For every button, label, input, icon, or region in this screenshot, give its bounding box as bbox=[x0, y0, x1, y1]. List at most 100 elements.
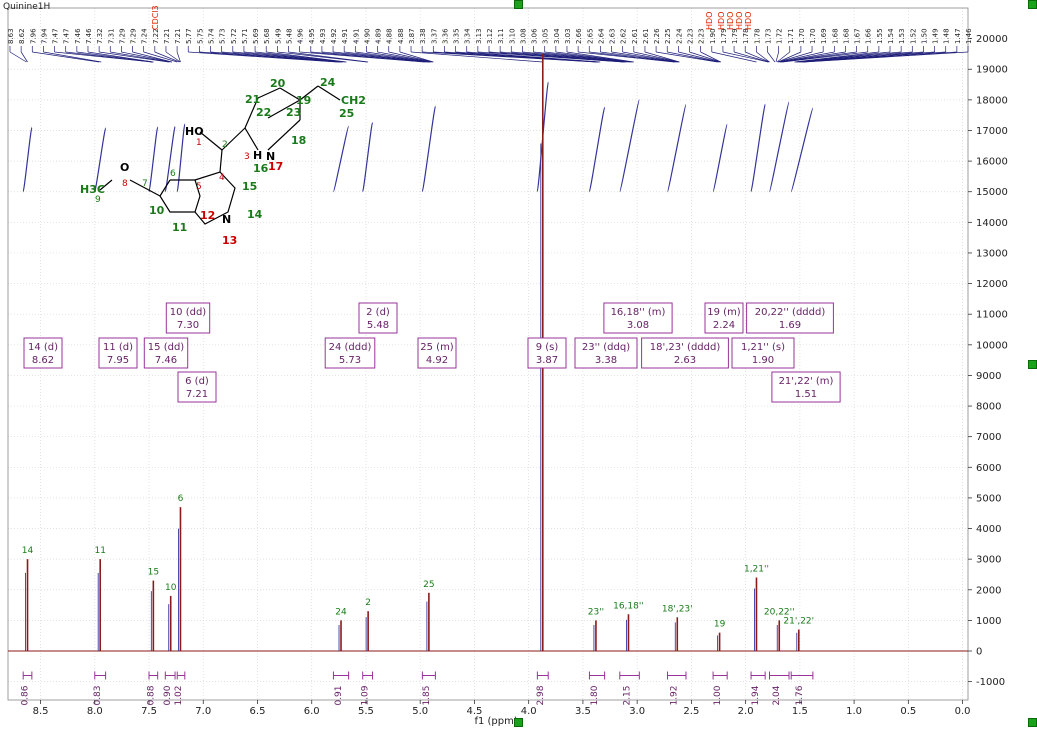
atom-label: 13 bbox=[222, 234, 237, 247]
bond-c2-oh bbox=[199, 131, 223, 151]
multiplet-label: 9 (s) bbox=[536, 342, 559, 353]
x-tick-label: 0.5 bbox=[900, 706, 916, 717]
multiplet-shift: 7.46 bbox=[155, 355, 177, 366]
peak-pick-leader bbox=[689, 51, 721, 63]
multiplet-box-5: 24 (ddd) 5.73 bbox=[324, 337, 376, 369]
multiplet-label: 25 (m) bbox=[420, 342, 454, 353]
multiplet-box-0: 14 (d) 8.62 bbox=[23, 337, 63, 369]
multiplet-box-frame bbox=[574, 337, 638, 369]
peak-pick-label: 4.95 bbox=[308, 28, 316, 44]
multiplet-label: 14 (d) bbox=[28, 342, 58, 353]
peak-pick-leader bbox=[745, 51, 770, 63]
peak-pick-leader bbox=[633, 51, 680, 63]
peak-pick-label: 2.65 bbox=[586, 28, 594, 44]
y-tick-label: 11000 bbox=[976, 310, 1008, 321]
y-tick-label: 10000 bbox=[976, 340, 1008, 351]
peak-pick-label: 7.47 bbox=[63, 28, 71, 44]
multiplet-shift: 8.62 bbox=[32, 355, 54, 366]
atom-label: 17 bbox=[268, 160, 283, 173]
peak-pick-leader bbox=[388, 51, 434, 63]
peak-pick-leader bbox=[767, 51, 776, 63]
multiplet-box-frame bbox=[417, 337, 457, 369]
y-tick-label: 4000 bbox=[976, 524, 1001, 535]
integral-value: 0.91 bbox=[334, 685, 344, 705]
peak-pick-leader bbox=[782, 51, 868, 63]
multiplet-box-frame bbox=[771, 371, 841, 403]
multiplet-shift: 3.87 bbox=[536, 355, 558, 366]
peak-pick-label: 7.46 bbox=[74, 28, 82, 44]
y-tick-label: -1000 bbox=[976, 677, 1005, 688]
multiplet-box-frame bbox=[23, 337, 63, 369]
multiplet-box-frame bbox=[746, 302, 834, 334]
integral-curve bbox=[164, 125, 176, 193]
integral-curve bbox=[768, 101, 790, 193]
multiplet-label: 1,21'' (s) bbox=[741, 342, 785, 353]
peak-pick-label: 7.96 bbox=[29, 28, 37, 44]
multiplet-box-8: 9 (s) 3.87 bbox=[527, 337, 567, 369]
peak-pick-leader bbox=[132, 51, 172, 63]
peak-pick-label: 3.11 bbox=[497, 28, 505, 44]
resize-handle-right-top[interactable] bbox=[1028, 0, 1037, 9]
x-tick-label: 5.5 bbox=[358, 706, 374, 717]
atom-label: 7 bbox=[142, 179, 148, 189]
peak-pick-leader bbox=[20, 51, 28, 63]
multiplet-box-1: 11 (d) 7.95 bbox=[98, 337, 138, 369]
peak-pick-label: 1.68 bbox=[842, 28, 850, 44]
multiplet-box-frame bbox=[98, 337, 138, 369]
multiplet-shift: 4.92 bbox=[426, 355, 448, 366]
bond-c2-c3 bbox=[221, 127, 246, 151]
atom-label: 19 bbox=[296, 94, 311, 107]
x-tick-label: 7.5 bbox=[141, 706, 157, 717]
solvent-label: CDCl3 bbox=[151, 5, 160, 30]
peak-pick-label: 7.94 bbox=[40, 28, 48, 44]
peak-pick-leader bbox=[143, 51, 178, 63]
solvent-label: HDO bbox=[705, 12, 714, 30]
integral-curve bbox=[421, 105, 436, 193]
peak-pick-leader bbox=[266, 51, 347, 63]
peak-pick-label: 7.29 bbox=[118, 28, 126, 44]
y-tick-label: 14000 bbox=[976, 218, 1008, 229]
multiplet-box-frame bbox=[731, 337, 795, 369]
peak-pick-leader bbox=[154, 51, 180, 63]
multiplet-box-14: 20,22'' (dddd) 1.69 bbox=[746, 302, 834, 334]
peak-annotations: 14 11 15 10 6 24 2 25 23'' 16,18'' 18',23' 19 1,21''… bbox=[22, 494, 814, 630]
peak-label: 25 bbox=[423, 580, 434, 590]
peak-label: 15 bbox=[148, 568, 159, 578]
peak-pick-label: 2.23 bbox=[687, 28, 695, 44]
x-tick-label: 8.0 bbox=[87, 706, 103, 717]
peak-pick-leader bbox=[87, 51, 154, 63]
peak-pick-label: 3.36 bbox=[441, 28, 449, 44]
multiplet-label: 11 (d) bbox=[103, 342, 133, 353]
peak-pick-label: 8.62 bbox=[18, 28, 26, 44]
peak-pick-leader bbox=[780, 51, 846, 63]
spectrum-trace bbox=[8, 53, 968, 652]
peak-pick-label: 2.62 bbox=[620, 28, 628, 44]
multiplet-box-frame bbox=[143, 337, 189, 369]
integral-regions: 0.86 0.83 0.88 0.90 1.02 0.91 1.09 1.85 2.98 1.80… bbox=[21, 671, 814, 706]
peak-pick-label: 4.90 bbox=[363, 28, 371, 44]
peak-pick-leader bbox=[9, 51, 27, 63]
peak-pick-label: 2.24 bbox=[675, 28, 683, 44]
peak-pick-label: 1.90 bbox=[709, 28, 717, 44]
peak-pick-leader bbox=[377, 51, 433, 63]
multiplet-label: 16,18'' (m) bbox=[611, 307, 666, 318]
peak-pick-leader bbox=[555, 51, 633, 63]
atom-label: 16 bbox=[253, 162, 269, 175]
atom-label: 10 bbox=[149, 204, 165, 217]
bond-c7-o8 bbox=[129, 179, 161, 197]
x-tick-label: 3.0 bbox=[629, 706, 645, 717]
peak-pick-label: 1.53 bbox=[898, 28, 906, 44]
resize-handle-right-mid[interactable] bbox=[1028, 360, 1037, 369]
peak-pick-label: 2.61 bbox=[642, 28, 650, 44]
resize-handle-top[interactable] bbox=[514, 0, 523, 9]
y-tick-label: 7000 bbox=[976, 432, 1001, 443]
atom-label: H3C bbox=[80, 183, 105, 196]
integral-curve bbox=[790, 107, 814, 193]
multiplet-box-frame bbox=[527, 337, 567, 369]
plot-frame bbox=[7, 7, 969, 701]
multiplet-label: 10 (dd) bbox=[170, 307, 207, 318]
peak-pick-label: 2.63 bbox=[609, 28, 617, 44]
x-axis-label: f1 (ppm) bbox=[474, 716, 517, 726]
